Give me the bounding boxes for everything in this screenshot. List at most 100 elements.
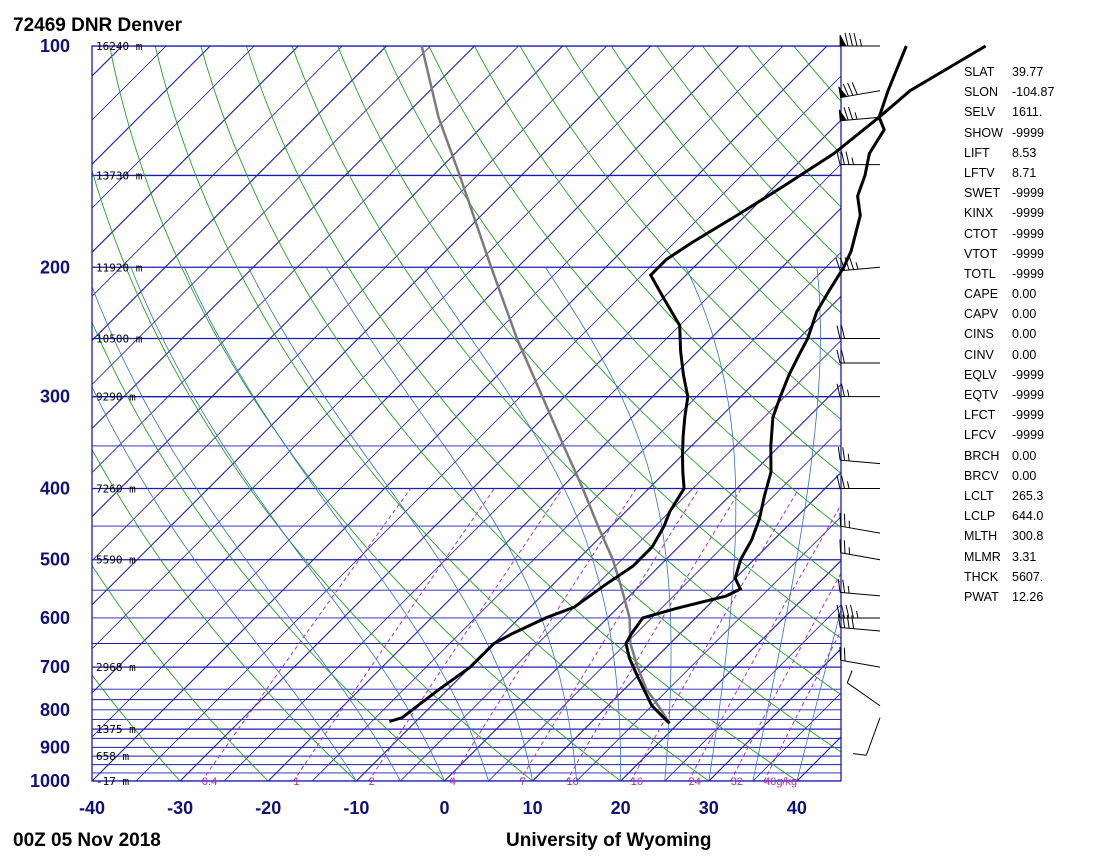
moist-adiabat-line	[130, 267, 445, 781]
index-value: 1611.	[1012, 105, 1043, 120]
wind-barb-pennant	[839, 34, 847, 47]
height-label: 9290 m	[96, 391, 136, 404]
wind-barb	[836, 475, 880, 490]
footer-source: University of Wyoming	[506, 830, 712, 851]
index-name: CTOT	[964, 226, 998, 241]
mixing-ratio-label: 0.4	[202, 776, 217, 788]
isotherm-line	[664, 604, 841, 781]
index-value: -9999	[1012, 428, 1044, 443]
temperature-tick-label: 30	[699, 798, 719, 818]
mixing-ratio-labels: 0.4 1 2 4 7 10 16 24 32 40g/kg	[202, 776, 797, 788]
index-row: LCLP 644.0	[964, 506, 1054, 526]
mixing-ratio-line	[449, 488, 637, 781]
mixing-ratio-label: 4	[450, 776, 456, 788]
wind-barb-staff	[840, 266, 881, 272]
moist-adiabat-line	[685, 267, 737, 781]
wind-barb-flag	[846, 614, 850, 629]
dry-adiabat-line	[154, 46, 710, 781]
index-row: SHOW -9999	[964, 123, 1054, 143]
mixing-ratio-label: 10	[567, 776, 579, 788]
isotherm-line	[312, 251, 841, 781]
index-row: SLON -104.87	[964, 82, 1054, 102]
index-value: 644.0	[1012, 509, 1044, 524]
index-row: EQLV -9999	[964, 365, 1054, 385]
temperature-trace	[624, 45, 908, 725]
dry-adiabat-line	[92, 321, 445, 781]
wind-barb-flag	[853, 32, 858, 47]
mixing-ratio-label: 32	[731, 776, 743, 788]
index-row: MLTH 300.8	[964, 526, 1054, 546]
wind-barb-flag	[843, 107, 849, 121]
wind-barb-flag	[836, 383, 841, 397]
pressure-tick-label: 200	[40, 257, 70, 277]
mixing-ratio-line	[763, 629, 841, 781]
mixing-ratio-label: 7	[520, 776, 526, 788]
index-value: 3.31	[1012, 549, 1037, 564]
index-value: 12.26	[1012, 589, 1044, 604]
index-name: KINX	[964, 206, 994, 221]
temperature-tick-label: -40	[79, 798, 105, 818]
index-name: CAPE	[964, 287, 999, 302]
isotherm-line	[488, 427, 841, 781]
height-label: 658 m	[96, 750, 129, 763]
height-label: 2968 m	[96, 661, 136, 674]
height-label: -17 m	[96, 775, 129, 788]
wind-barb-flag	[841, 325, 845, 339]
wind-barb-staff	[840, 552, 881, 561]
wind-barb	[835, 256, 881, 272]
wind-barb-flag	[839, 512, 842, 527]
dry-adiabat-line	[92, 169, 533, 781]
height-label: 1375 m	[96, 723, 136, 736]
index-row: LFTV 8.71	[964, 163, 1054, 183]
index-row: CINS 0.00	[964, 324, 1054, 344]
index-row: LFCV -9999	[964, 425, 1054, 445]
index-value: -9999	[1012, 388, 1044, 402]
isotherm-line	[92, 46, 387, 342]
index-row: LCLT 265.3	[964, 486, 1054, 506]
wind-barb-staff	[840, 659, 881, 668]
index-name: LCLT	[964, 488, 994, 503]
index-name: CAPV	[964, 307, 999, 322]
isotherm-line	[92, 46, 564, 518]
isotherm-line	[708, 648, 841, 781]
wind-barb-flag	[843, 540, 846, 554]
index-row: BRCV 0.00	[964, 466, 1054, 486]
wind-barb-flag	[844, 257, 850, 271]
dry-adiabat-line	[474, 46, 841, 474]
isotherm-line	[223, 163, 841, 781]
mixing-ratio-line	[293, 488, 495, 781]
wind-barb-half-flag	[847, 389, 850, 397]
index-name: LIFT	[964, 145, 990, 160]
temperature-tick-label: 40	[787, 798, 807, 818]
station-title: 72469 DNR Denver	[13, 15, 183, 36]
index-value: 0.00	[1012, 468, 1037, 483]
wind-barb	[839, 32, 880, 47]
wind-barb-flag	[843, 647, 846, 662]
index-name: SWET	[964, 186, 1001, 201]
index-value: 0.00	[1012, 347, 1037, 362]
dry-adiabat-line	[291, 46, 841, 696]
index-value: 8.53	[1012, 145, 1037, 160]
sounding-traces	[388, 44, 987, 725]
index-name: BRCH	[964, 448, 1000, 463]
index-row: KINX -9999	[964, 203, 1054, 223]
moist-adiabat-line	[92, 285, 401, 781]
wind-barb-half-flag	[859, 38, 862, 47]
index-value: -9999	[1012, 226, 1044, 241]
wind-barb-half-flag	[847, 481, 850, 489]
isotherm-line	[0, 46, 34, 781]
pressure-tick-label: 800	[40, 700, 70, 720]
isotherm-line	[92, 46, 828, 781]
temperature-axis: -40 -30 -20 -10 0 10 20 30 40	[79, 798, 807, 818]
index-row: SWET -9999	[964, 183, 1054, 203]
mixing-ratio-label: 40g/kg	[764, 776, 797, 788]
isotherm-line	[92, 46, 652, 606]
index-value: 0.00	[1012, 448, 1037, 463]
index-name: EQLV	[964, 367, 997, 382]
index-name: LCLP	[964, 509, 996, 524]
temperature-tick-label: -10	[343, 798, 369, 818]
isotherm-line	[92, 46, 431, 386]
index-name: THCK	[964, 569, 999, 584]
index-value: -9999	[1012, 125, 1044, 140]
wind-barb-flag	[845, 604, 850, 619]
